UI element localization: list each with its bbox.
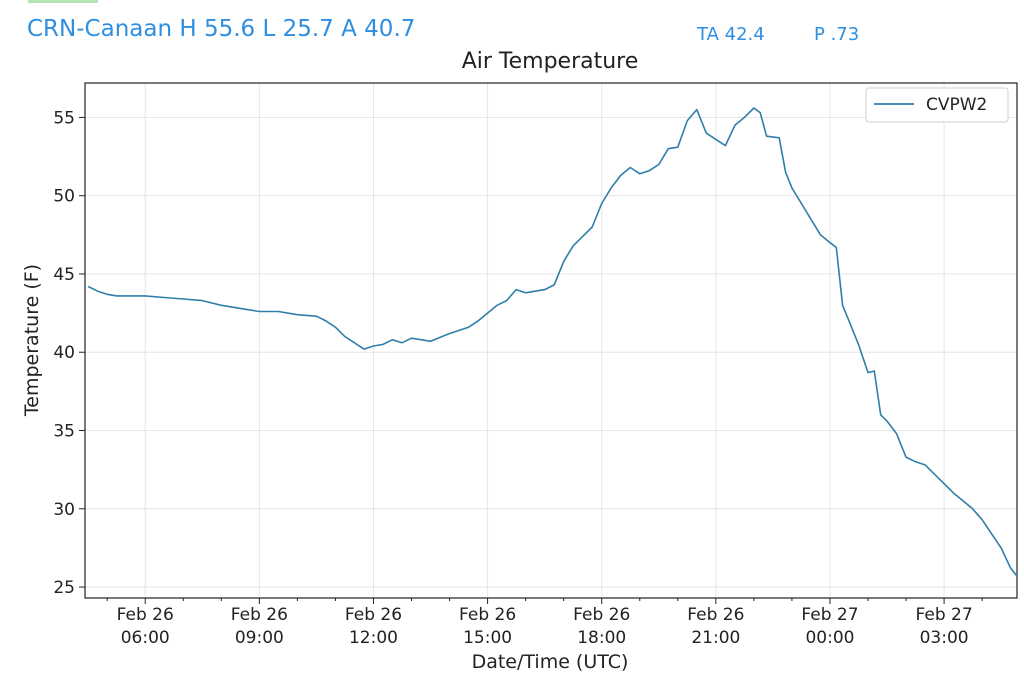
y-tick-label: 40 (53, 343, 75, 363)
chart-title: Air Temperature (462, 49, 639, 74)
p-reading: P .73 (814, 24, 860, 45)
x-axis-ticks: Feb 26 06:00 Feb 26 09:00 Feb 26 12:00 Feb 26 1… (106, 598, 983, 648)
ta-reading: TA 42.4 (697, 24, 765, 45)
x-tick-label-time: 06:00 (121, 628, 170, 648)
x-tick-label-time: 00:00 (805, 628, 854, 648)
series-line-cvpw2 (87, 107, 1018, 577)
x-tick-label-date: Feb 26 (117, 605, 174, 625)
x-tick-label-date: Feb 26 (687, 605, 744, 625)
legend: CVPW2 (865, 87, 1009, 123)
y-axis-ticks: 25 30 35 40 45 50 55 (53, 108, 85, 598)
x-tick-label-date: Feb 26 (459, 605, 516, 625)
y-axis-label: Temperature (F) (21, 264, 43, 417)
x-tick-label-date: Feb 26 (231, 605, 288, 625)
y-tick-label: 45 (53, 265, 75, 285)
y-tick-label: 50 (53, 187, 75, 207)
x-axis-label: Date/Time (UTC) (472, 651, 629, 673)
x-tick-label-time: 18:00 (577, 628, 626, 648)
y-tick-label: 25 (53, 578, 75, 598)
station-summary: CRN-Canaan H 55.6 L 25.7 A 40.7 (27, 16, 416, 42)
top-accent-bar (28, 0, 98, 3)
x-tick-label-time: 12:00 (349, 628, 398, 648)
y-tick-label: 30 (53, 500, 75, 520)
legend-box (865, 87, 1009, 123)
x-tick-label-date: Feb 27 (801, 605, 858, 625)
y-tick-label: 55 (53, 108, 75, 128)
plot-frame (84, 82, 1018, 599)
legend-label: CVPW2 (926, 95, 987, 115)
x-tick-label-time: 09:00 (235, 628, 284, 648)
grid-lines (85, 83, 1017, 598)
y-tick-label: 35 (53, 422, 75, 442)
x-tick-label-date: Feb 26 (345, 605, 402, 625)
x-tick-label-time: 03:00 (920, 628, 969, 648)
x-tick-label-time: 21:00 (691, 628, 740, 648)
x-tick-label-time: 15:00 (463, 628, 512, 648)
x-tick-label-date: Feb 26 (573, 605, 630, 625)
x-tick-label-date: Feb 27 (916, 605, 973, 625)
